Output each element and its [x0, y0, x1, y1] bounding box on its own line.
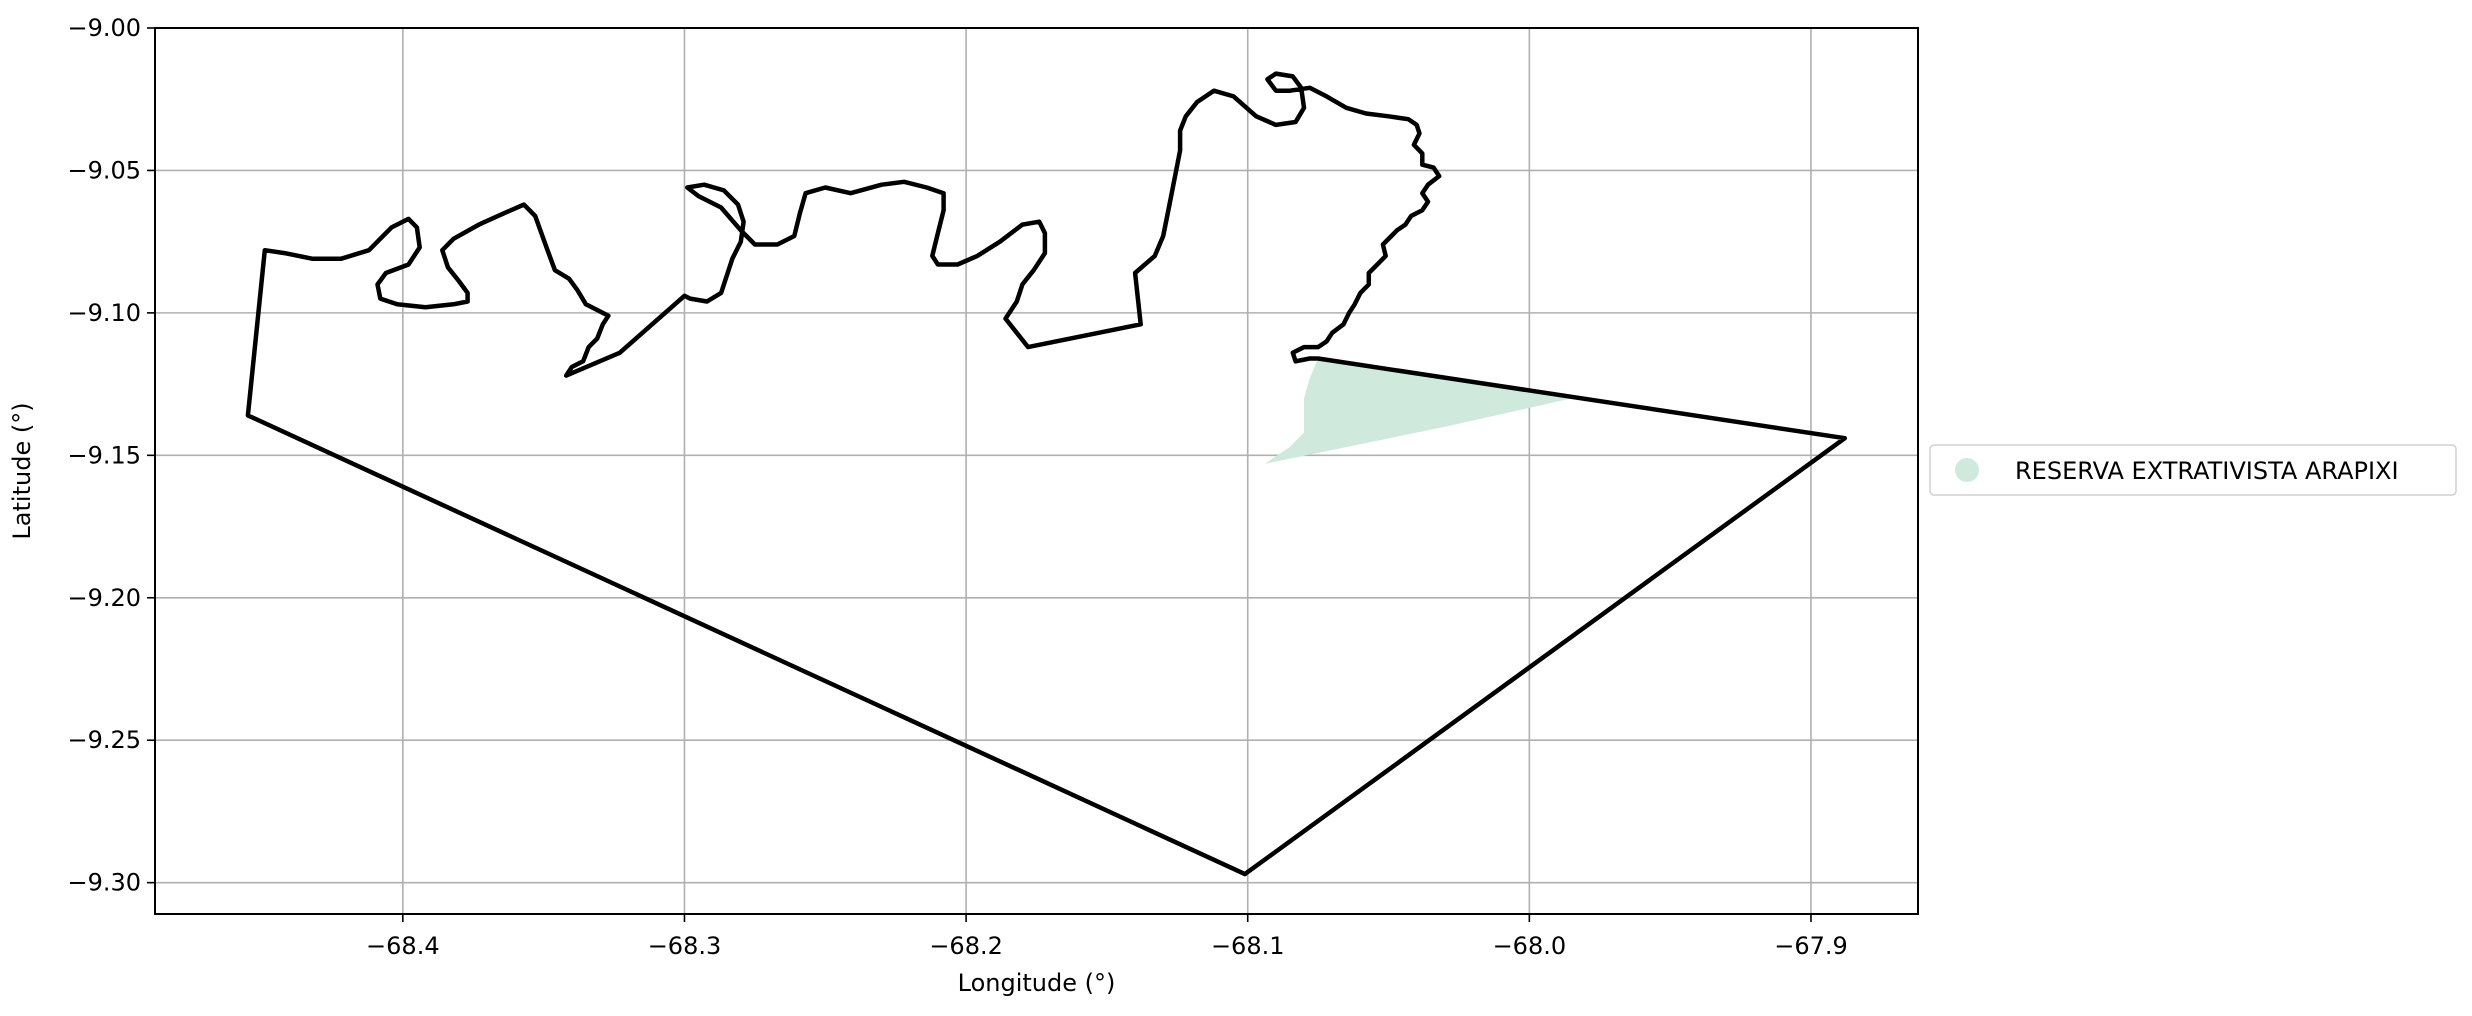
y-tick-label: −9.30 [67, 869, 141, 897]
x-tick-label: −68.4 [366, 932, 440, 960]
x-tick-label: −67.9 [1774, 932, 1848, 960]
x-tick-label: −68.3 [648, 932, 722, 960]
y-tick-label: −9.20 [67, 584, 141, 612]
plot-frame [154, 27, 1919, 915]
legend: RESERVA EXTRATIVISTA ARAPIXI [1929, 444, 2457, 496]
y-tick-label: −9.15 [67, 441, 141, 469]
x-axis-label: Longitude (°) [958, 969, 1116, 997]
y-tick-label: −9.00 [67, 14, 141, 42]
y-tick-label: −9.05 [67, 156, 141, 184]
y-axis-label: Latitude (°) [8, 402, 36, 539]
y-tick-label: −9.25 [67, 726, 141, 754]
x-tick-label: −68.0 [1493, 932, 1567, 960]
reserve-boundary-line [245, 71, 1848, 877]
boundary-layer [245, 71, 1848, 877]
x-tick-label: −68.2 [929, 932, 1003, 960]
y-tick-label: −9.10 [67, 299, 141, 327]
gridlines [155, 27, 1918, 914]
legend-marker-icon [1955, 458, 1979, 482]
legend-box [1929, 444, 2457, 496]
x-axis-ticks: −68.4 −68.3 −68.2 −68.1 −68.0 −67.9 [366, 914, 1848, 960]
y-axis-ticks: −9.00 −9.05 −9.10 −9.15 −9.20 −9.25 −9.30 [67, 14, 155, 897]
area-fill-layer [1264, 358, 1572, 464]
reserve-area-fill [1264, 358, 1572, 464]
legend-label: RESERVA EXTRATIVISTA ARAPIXI [2015, 457, 2399, 485]
x-tick-label: −68.1 [1211, 932, 1285, 960]
